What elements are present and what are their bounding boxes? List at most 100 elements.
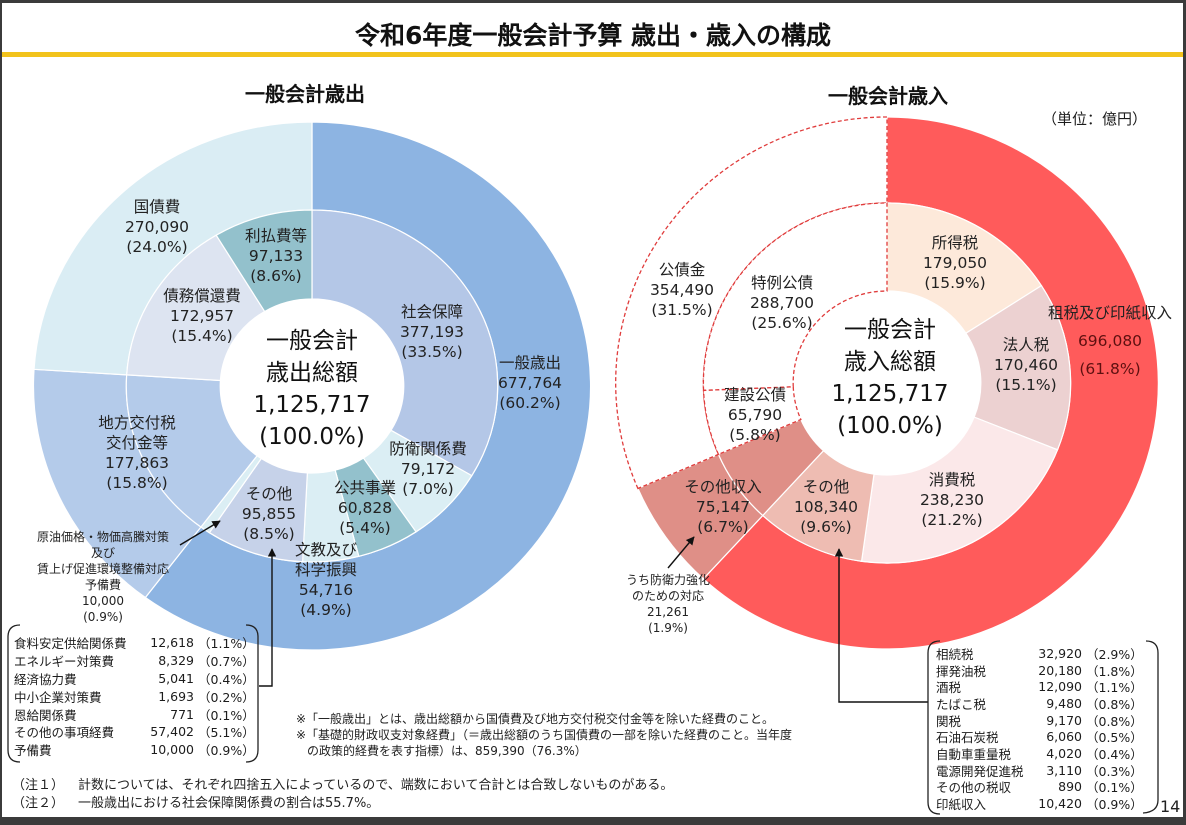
segment-name: 地方交付税	[98, 414, 176, 432]
breakdown-row: 石油石炭税 6,060 （0.5%）	[936, 728, 1143, 745]
label-other-revenue: その他収入 75,147 (6.7%)	[684, 477, 762, 537]
segment-name: 原油価格・物価高騰対策	[36, 530, 170, 544]
breakdown-item-value: 5,041	[158, 670, 194, 686]
breakdown-item-percent: （1.1%）	[1086, 680, 1143, 696]
breakdown-row: 自動車重量税 4,020 （0.4%）	[936, 745, 1143, 762]
breakdown-row: 関税 9,170 （0.8%）	[936, 712, 1143, 729]
page-number: 14	[1160, 797, 1181, 816]
segment-percent: (15.4%)	[171, 327, 233, 345]
segment-name: 法人税	[1002, 336, 1050, 354]
breakdown-item-percent: （0.1%）	[198, 707, 255, 723]
annotation-name: うち防衛力強化	[625, 573, 711, 587]
segment-name: 及び	[90, 546, 116, 560]
label-general-expenditure: 一般歳出 677,764 (60.2%)	[498, 353, 562, 413]
breakdown-item-percent: （0.1%）	[1086, 780, 1143, 796]
segment-value: 377,193	[399, 323, 465, 341]
page-title: 令和6年度一般会計予算 歳出・歳入の構成	[354, 21, 832, 50]
segment-percent: (9.6%)	[800, 518, 852, 536]
expenditure-center-total: 一般会計 歳出総額 1,125,717 (100.0%)	[253, 325, 370, 453]
revenue-breakdown-connector	[834, 548, 928, 703]
breakdown-row: 揮発油税 20,180 （1.8%）	[936, 662, 1143, 679]
defense-revenue-arrow	[667, 536, 695, 569]
segment-percent: (25.6%)	[751, 314, 813, 332]
segment-percent: (61.8%)	[1079, 360, 1141, 378]
footnote-1: （注１） 計数については、それぞれ四捨五入によっているので、端数において合計とは合…	[12, 774, 673, 793]
breakdown-item-name: 食料安定供給関係費	[14, 636, 127, 652]
label-other-taxes: その他 108,340 (9.6%)	[794, 477, 858, 537]
label-local-allocation-tax: 地方交付税 交付金等 177,863 (15.8%)	[98, 413, 176, 493]
donut-segment-inner-social-security	[311, 209, 499, 477]
label-other-expenditure: その他 95,855 (8.5%)	[242, 484, 296, 544]
label-government-bonds: 公債金 354,490 (31.5%)	[650, 260, 714, 320]
breakdown-item-value: 6,060	[1046, 729, 1082, 745]
breakdown-item-value: 771	[170, 706, 194, 722]
breakdown-item-percent: （2.9%）	[1086, 646, 1143, 662]
center-line: 歳入総額	[844, 349, 936, 375]
segment-name: 特例公債	[750, 274, 814, 292]
breakdown-item-name: 恩給関係費	[14, 707, 77, 723]
expenditure-chart-title: 一般会計歳出	[245, 82, 365, 106]
label-interest-payments: 利払費等 97,133 (8.6%)	[245, 226, 307, 286]
breakdown-item-percent: （0.9%）	[1086, 797, 1143, 813]
breakdown-item-value: 12,618	[150, 635, 194, 651]
breakdown-row: 中小企業対策費 1,693 （0.2%）	[14, 687, 255, 705]
segment-name: 国債費	[133, 198, 181, 216]
segment-value: 170,460	[993, 356, 1059, 374]
segment-percent: (15.1%)	[995, 376, 1057, 394]
segment-name: 債務償還費	[163, 287, 241, 305]
breakdown-row: その他の税収 890 （0.1%）	[936, 779, 1143, 796]
breakdown-item-name: 自動車重量税	[936, 746, 1012, 762]
breakdown-item-value: 20,180	[1038, 662, 1082, 678]
breakdown-row: 予備費 10,000 （0.9%）	[14, 741, 255, 759]
breakdown-row: 電源開発促進税 3,110 （0.3%）	[936, 762, 1143, 779]
segment-value: 696,080	[1077, 332, 1143, 350]
label-reserve-fund: 原油価格・物価高騰対策 及び 賃上げ促進環境整備対応 予備費 10,000 (0…	[37, 529, 169, 625]
segment-name: 所得税	[931, 234, 979, 252]
segment-name: 利払費等	[244, 227, 308, 245]
segment-percent: (33.5%)	[401, 343, 463, 361]
breakdown-item-value: 9,170	[1046, 712, 1082, 728]
breakdown-item-name: その他の事項経費	[14, 725, 115, 741]
segment-percent: (8.6%)	[250, 267, 302, 285]
label-tax-and-stamp-revenue: 租税及び印紙収入 696,080 (61.8%)	[1048, 299, 1172, 383]
breakdown-item-name: 関税	[936, 713, 962, 729]
label-defense: 防衛関係費 79,172 (7.0%)	[389, 439, 467, 499]
label-corporate-tax: 法人税 170,460 (15.1%)	[994, 335, 1058, 395]
footnote-tag: （注２）	[12, 796, 65, 811]
title-divider	[2, 52, 1183, 57]
segment-name: その他	[802, 478, 850, 496]
segment-percent: (15.9%)	[924, 274, 986, 292]
breakdown-row: その他の事項経費 57,402 （5.1%）	[14, 723, 255, 741]
segment-name: 科学振興	[294, 561, 358, 579]
revenue-chart-title: 一般会計歳入	[828, 84, 948, 108]
expenditure-other-breakdown: 食料安定供給関係費 12,618 （1.1%） エネルギー対策費 8,329 （0.7%）…	[14, 634, 255, 759]
center-total-value: 1,125,717	[831, 381, 949, 407]
breakdown-item-percent: （0.5%）	[1086, 730, 1143, 746]
center-line: 歳出総額	[266, 360, 358, 386]
segment-value: 354,490	[649, 281, 715, 299]
expenditure-donut	[32, 121, 592, 651]
breakdown-item-value: 10,000	[150, 742, 194, 758]
breakdown-item-name: 印紙収入	[936, 797, 987, 813]
donut-segment-inner-interest-payments	[215, 209, 313, 313]
segment-name: 建設公債	[723, 386, 787, 404]
breakdown-item-percent: （0.8%）	[1086, 696, 1143, 712]
segment-percent: (15.8%)	[106, 474, 168, 492]
breakdown-item-name: その他の税収	[936, 780, 1012, 796]
breakdown-item-name: 石油石炭税	[936, 730, 999, 746]
segment-name: 社会保障	[400, 303, 464, 321]
segment-name: その他収入	[684, 478, 762, 496]
breakdown-item-name: 相続税	[936, 646, 974, 662]
breakdown-item-name: たばこ税	[936, 696, 987, 712]
segment-value: 238,230	[919, 491, 985, 509]
breakdown-row: 酒税 12,090 （1.1%）	[936, 678, 1143, 695]
breakdown-item-name: 酒税	[936, 680, 962, 696]
segment-percent: (21.2%)	[921, 511, 983, 529]
label-construction-bonds: 建設公債 65,790 (5.8%)	[724, 385, 786, 445]
segment-percent: (6.7%)	[697, 518, 749, 536]
segment-value: 79,172	[400, 460, 456, 478]
donut-segment-inner-special-deficit-bonds	[702, 202, 888, 391]
label-social-security: 社会保障 377,193 (33.5%)	[400, 302, 464, 362]
center-total-value: 1,125,717	[253, 392, 371, 418]
